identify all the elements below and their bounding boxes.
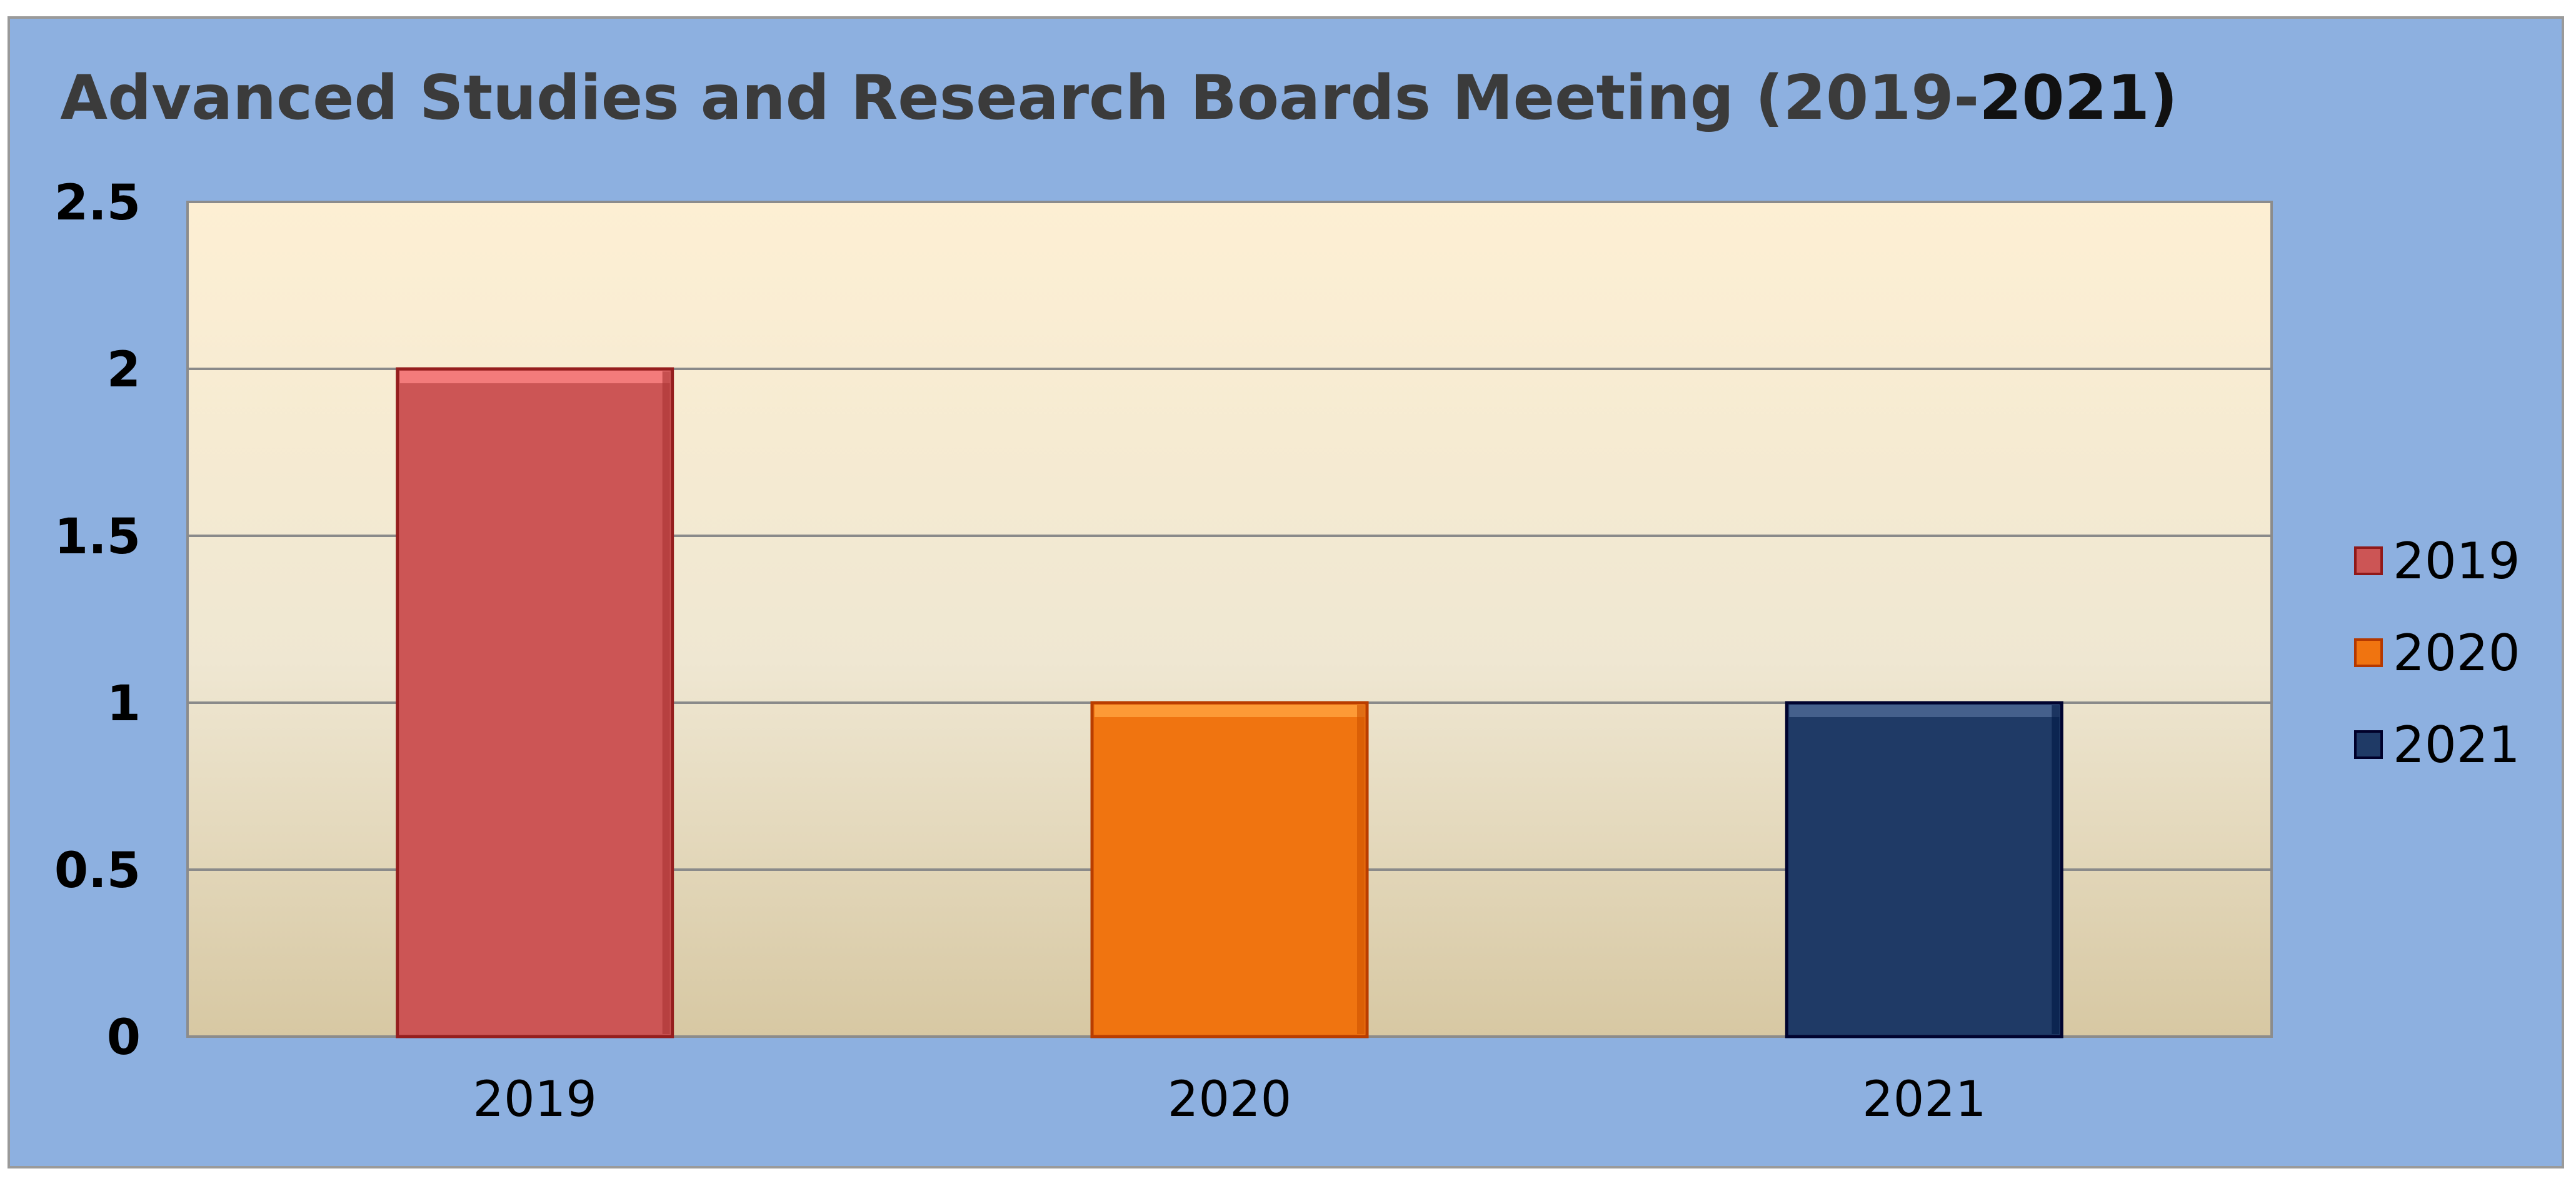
bar-2021 bbox=[1785, 701, 2063, 1038]
bar-body bbox=[1090, 701, 1369, 1038]
legend-item-2021: 2021 bbox=[2354, 716, 2520, 774]
legend-item-2020: 2020 bbox=[2354, 624, 2520, 682]
bar-bevel bbox=[1095, 705, 1365, 717]
bar-bevel bbox=[1789, 705, 2060, 717]
y-tick-label: 1.5 bbox=[54, 509, 141, 565]
y-tick-label: 0 bbox=[107, 1010, 141, 1066]
bar-bevel bbox=[399, 371, 670, 383]
legend: 2019 2020 2021 bbox=[2354, 532, 2520, 774]
legend-swatch bbox=[2354, 730, 2383, 759]
bar-2020 bbox=[1090, 701, 1369, 1038]
x-axis-categories: 2019 2020 2021 bbox=[473, 1072, 1986, 1128]
legend-item-2019: 2019 bbox=[2354, 532, 2520, 590]
legend-label: 2020 bbox=[2393, 624, 2520, 682]
chart-title-main: Advanced Studies and Research Boards Mee… bbox=[60, 63, 1979, 134]
y-tick-label: 2.5 bbox=[54, 175, 141, 231]
bar-shade bbox=[1357, 705, 1365, 1034]
chart-title: Advanced Studies and Research Boards Mee… bbox=[60, 63, 2178, 134]
y-tick-label: 1 bbox=[107, 676, 141, 732]
y-tick-label: 0.5 bbox=[54, 843, 141, 899]
bar-shade bbox=[2052, 705, 2060, 1034]
bar-body bbox=[396, 367, 674, 1038]
legend-label: 2019 bbox=[2393, 532, 2520, 590]
y-axis-ticks: 0 0.5 1 1.5 2 2.5 bbox=[54, 175, 141, 1066]
bar-body bbox=[1785, 701, 2063, 1038]
x-category-label: 2020 bbox=[1168, 1072, 1292, 1128]
legend-swatch bbox=[2354, 546, 2383, 575]
bars bbox=[396, 367, 2063, 1038]
x-category-label: 2021 bbox=[1862, 1072, 1987, 1128]
chart-title-end: 2021) bbox=[1979, 63, 2178, 134]
x-category-label: 2019 bbox=[473, 1072, 597, 1128]
legend-label: 2021 bbox=[2393, 716, 2520, 774]
bar-2019 bbox=[396, 367, 674, 1038]
legend-swatch bbox=[2354, 638, 2383, 667]
bar-shade bbox=[662, 371, 670, 1034]
y-tick-label: 2 bbox=[107, 342, 141, 398]
